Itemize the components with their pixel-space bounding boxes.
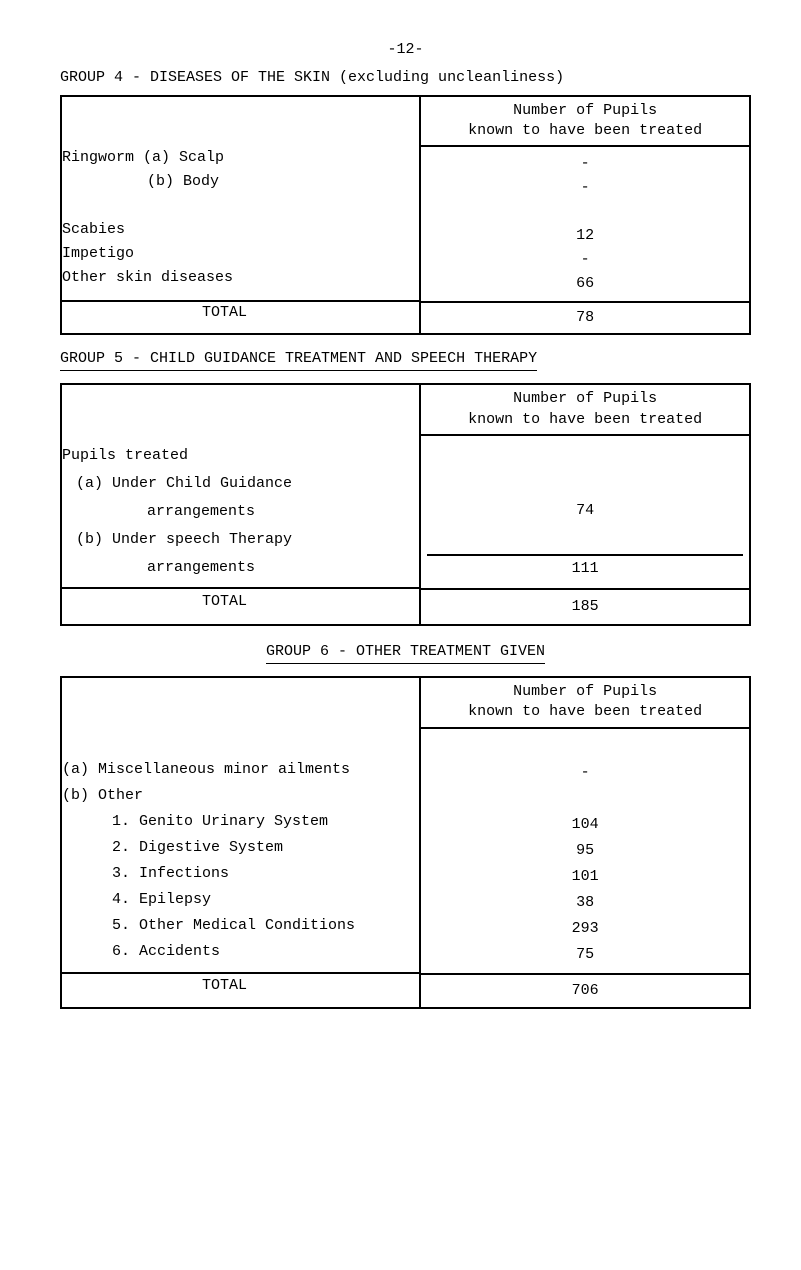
g6-item-value: 75 bbox=[427, 943, 743, 967]
g4-row-label: Scabies bbox=[62, 219, 419, 241]
g4-header-l2: known to have been treated bbox=[468, 122, 702, 139]
g6-item-label: 1. Genito Urinary System bbox=[62, 810, 419, 834]
g5-header-l2: known to have been treated bbox=[468, 411, 702, 428]
group6-title: GROUP 6 - OTHER TREATMENT GIVEN bbox=[266, 642, 545, 664]
g6-header-l2: known to have been treated bbox=[468, 703, 702, 720]
group5-title: GROUP 5 - CHILD GUIDANCE TREATMENT AND S… bbox=[60, 349, 537, 371]
g6-item-value: 104 bbox=[427, 813, 743, 837]
g5-header-l1: Number of Pupils bbox=[513, 390, 657, 407]
g4-header-l1: Number of Pupils bbox=[513, 102, 657, 119]
g5-row-value: 74 bbox=[427, 498, 743, 524]
g5-row-label2: arrangements bbox=[62, 555, 419, 581]
g6-item-value: 38 bbox=[427, 891, 743, 915]
g4-row-label: Other skin diseases bbox=[62, 267, 419, 289]
g6-item-value: 293 bbox=[427, 917, 743, 941]
g4-row-value: 66 bbox=[427, 273, 743, 295]
g6-item-value: 95 bbox=[427, 839, 743, 863]
g5-row-value: 111 bbox=[427, 554, 743, 582]
g4-total-value: 78 bbox=[576, 309, 594, 326]
g5-row-label: (a) Under Child Guidance bbox=[62, 471, 419, 497]
g6-item-value: 101 bbox=[427, 865, 743, 889]
g4-row-label: Ringworm (a) Scalp bbox=[62, 147, 419, 169]
g6-item-label: 6. Accidents bbox=[62, 940, 419, 964]
g6-total-label: TOTAL bbox=[62, 974, 419, 998]
group5-table: Pupils treated (a) Under Child Guidance … bbox=[60, 383, 751, 626]
g4-row-value: - bbox=[427, 177, 743, 199]
g6-item-label: 5. Other Medical Conditions bbox=[62, 914, 419, 938]
group4-title: GROUP 4 - DISEASES OF THE SKIN (excludin… bbox=[60, 68, 751, 88]
g5-row-label: (b) Under speech Therapy bbox=[62, 527, 419, 553]
g6-item-label: 4. Epilepsy bbox=[62, 888, 419, 912]
g5-header: Number of Pupils known to have been trea… bbox=[419, 385, 749, 436]
g4-row-label: (b) Body bbox=[62, 171, 419, 193]
g4-row-value: - bbox=[427, 153, 743, 175]
g4-total-label: TOTAL bbox=[62, 302, 419, 324]
g6-item-label: 2. Digestive System bbox=[62, 836, 419, 860]
g4-row-value: - bbox=[427, 249, 743, 271]
g6-item-label: 3. Infections bbox=[62, 862, 419, 886]
g5-total-value: 185 bbox=[572, 598, 599, 615]
g6-row-b-label: (b) Other bbox=[62, 784, 419, 808]
g6-header-l1: Number of Pupils bbox=[513, 683, 657, 700]
g5-total-label: TOTAL bbox=[62, 589, 419, 615]
page-number: -12- bbox=[60, 40, 751, 60]
g4-row-label: Impetigo bbox=[62, 243, 419, 265]
g6-row-a-value: - bbox=[427, 761, 743, 785]
group6-table: (a) Miscellaneous minor ailments (b) Oth… bbox=[60, 676, 751, 1009]
group4-table: Ringworm (a) Scalp (b) Body Scabies Impe… bbox=[60, 95, 751, 336]
g5-lead: Pupils treated bbox=[62, 443, 419, 469]
g6-row-a-label: (a) Miscellaneous minor ailments bbox=[62, 758, 419, 782]
g6-total-value: 706 bbox=[572, 982, 599, 999]
g4-row-value: 12 bbox=[427, 225, 743, 247]
g5-row-label2: arrangements bbox=[62, 499, 419, 525]
g4-header: Number of Pupils known to have been trea… bbox=[419, 97, 749, 148]
g6-header: Number of Pupils known to have been trea… bbox=[419, 678, 749, 729]
